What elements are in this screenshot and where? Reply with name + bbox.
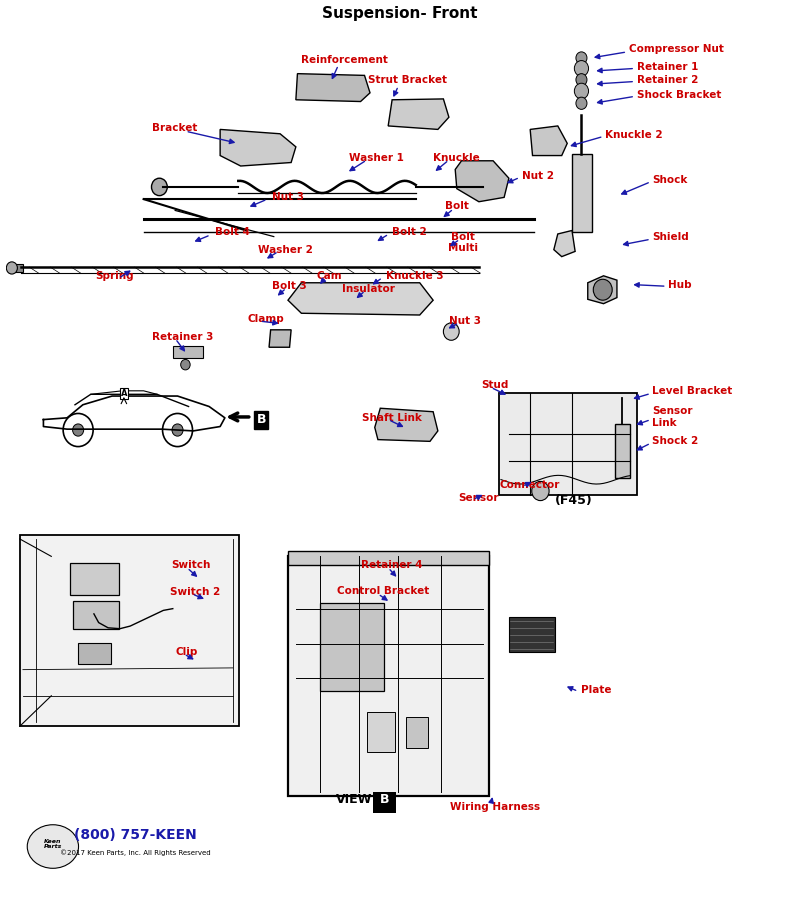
Text: Switch: Switch <box>171 560 210 570</box>
Text: Knuckle: Knuckle <box>434 153 480 163</box>
Text: Stud: Stud <box>481 380 508 390</box>
Bar <box>15 264 23 273</box>
Text: Knuckle 3: Knuckle 3 <box>386 271 443 281</box>
Polygon shape <box>288 283 433 315</box>
Polygon shape <box>388 99 449 130</box>
Text: A: A <box>121 389 127 398</box>
Text: Bracket: Bracket <box>153 122 198 132</box>
Text: Shock 2: Shock 2 <box>653 436 698 446</box>
Text: Knuckle 2: Knuckle 2 <box>605 130 662 140</box>
Text: Strut Bracket: Strut Bracket <box>368 75 447 85</box>
Text: (F45): (F45) <box>554 494 593 507</box>
Text: Reinforcement: Reinforcement <box>302 55 388 65</box>
Circle shape <box>73 424 84 436</box>
Polygon shape <box>296 74 370 102</box>
Bar <box>614 424 630 478</box>
Text: Clip: Clip <box>176 647 198 657</box>
Text: Compressor Nut: Compressor Nut <box>629 44 724 54</box>
Text: Bolt 4: Bolt 4 <box>214 227 250 238</box>
Text: Bolt
Multi: Bolt Multi <box>448 232 478 254</box>
Polygon shape <box>554 230 575 256</box>
Circle shape <box>576 97 587 110</box>
Text: Connector: Connector <box>500 480 560 490</box>
Text: Retainer 3: Retainer 3 <box>152 332 214 342</box>
Text: Nut 3: Nut 3 <box>272 193 304 202</box>
Text: Nut 2: Nut 2 <box>522 171 554 181</box>
Ellipse shape <box>27 824 78 868</box>
Circle shape <box>532 482 549 500</box>
Bar <box>173 346 202 357</box>
Text: ©2017 Keen Parts, Inc. All Rights Reserved: ©2017 Keen Parts, Inc. All Rights Reserv… <box>61 850 211 856</box>
Text: Shock: Shock <box>653 175 688 185</box>
Text: Washer 1: Washer 1 <box>349 153 404 163</box>
Text: Retainer 1: Retainer 1 <box>637 62 698 72</box>
Bar <box>74 601 119 629</box>
Text: Bolt: Bolt <box>445 201 469 212</box>
Text: Plate: Plate <box>582 685 612 695</box>
Bar <box>572 154 592 232</box>
Polygon shape <box>220 130 296 166</box>
Bar <box>288 556 489 796</box>
Text: Sensor
Link: Sensor Link <box>653 406 693 428</box>
Text: VIEW: VIEW <box>336 793 372 806</box>
Text: Level Bracket: Level Bracket <box>653 386 733 396</box>
Bar <box>498 392 637 495</box>
Text: Retainer 4: Retainer 4 <box>362 560 423 570</box>
Text: Keen
Parts: Keen Parts <box>44 839 62 850</box>
Circle shape <box>576 52 587 64</box>
Circle shape <box>574 60 589 76</box>
Bar <box>367 712 395 752</box>
Bar <box>78 643 111 663</box>
Text: Shock Bracket: Shock Bracket <box>637 90 721 100</box>
Circle shape <box>576 74 587 86</box>
Text: Clamp: Clamp <box>247 314 284 324</box>
Bar <box>319 602 384 691</box>
Circle shape <box>481 180 493 194</box>
Text: Hub: Hub <box>668 280 692 290</box>
Polygon shape <box>455 161 509 202</box>
Circle shape <box>172 424 183 436</box>
Bar <box>70 563 119 595</box>
Text: Insulator: Insulator <box>342 284 395 294</box>
Text: Retainer 2: Retainer 2 <box>637 75 698 85</box>
Circle shape <box>574 83 589 99</box>
Circle shape <box>181 359 190 370</box>
Text: Control Bracket: Control Bracket <box>337 586 429 596</box>
Polygon shape <box>269 329 291 347</box>
Circle shape <box>151 178 167 195</box>
Bar <box>288 551 489 565</box>
Text: Sensor: Sensor <box>458 493 499 503</box>
Polygon shape <box>374 409 438 441</box>
Text: (800) 757-KEEN: (800) 757-KEEN <box>74 828 197 842</box>
Polygon shape <box>530 126 567 156</box>
Polygon shape <box>588 275 617 303</box>
Text: Bolt 2: Bolt 2 <box>392 227 427 238</box>
Circle shape <box>594 279 612 301</box>
Text: Shield: Shield <box>653 231 689 241</box>
Text: B: B <box>257 413 266 426</box>
Title: Suspension- Front: Suspension- Front <box>322 5 478 21</box>
Bar <box>20 535 239 726</box>
Circle shape <box>6 262 18 274</box>
Bar <box>509 617 554 652</box>
Text: Washer 2: Washer 2 <box>258 245 313 255</box>
Text: Nut 3: Nut 3 <box>450 316 482 326</box>
Text: Bolt 3: Bolt 3 <box>272 282 307 292</box>
Text: B: B <box>379 793 389 806</box>
Bar <box>406 716 429 748</box>
Text: Shaft Link: Shaft Link <box>362 413 422 423</box>
Text: Switch 2: Switch 2 <box>170 587 220 597</box>
Text: Spring: Spring <box>95 271 134 281</box>
Circle shape <box>443 323 459 340</box>
FancyBboxPatch shape <box>373 792 396 813</box>
Text: Cam: Cam <box>316 271 342 281</box>
Text: Wiring Harness: Wiring Harness <box>450 802 540 813</box>
